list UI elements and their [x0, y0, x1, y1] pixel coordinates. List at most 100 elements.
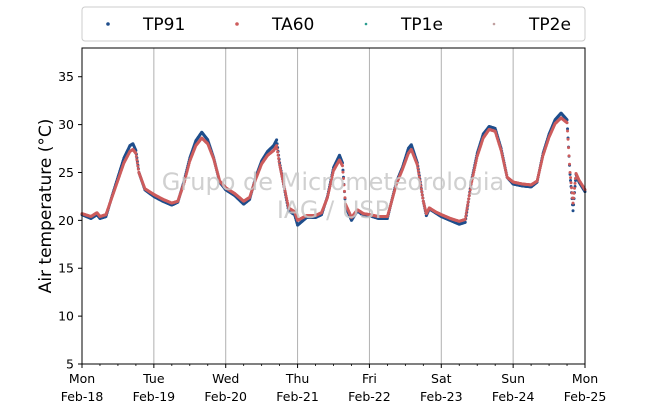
point-ta60	[418, 181, 422, 185]
point-ta60	[134, 155, 138, 159]
point-ta60	[474, 161, 478, 165]
point-ta60	[420, 190, 424, 194]
point-ta60	[473, 166, 477, 170]
point-ta60	[464, 214, 468, 218]
point-ta60	[505, 173, 509, 177]
point-ta60	[284, 192, 288, 196]
point-tp91	[574, 178, 578, 182]
legend-label-tp91: TP91	[142, 15, 185, 35]
point-ta60	[504, 169, 508, 173]
point-ta60	[472, 170, 476, 174]
legend-label-tp1e: TP1e	[400, 15, 443, 35]
point-ta60	[415, 163, 419, 167]
x-tick-label-day: Wed	[212, 371, 239, 386]
point-ta60	[330, 178, 333, 182]
point-ta60	[504, 171, 508, 175]
point-ta60	[275, 144, 279, 148]
x-tick-label-date: Feb-22	[348, 389, 391, 404]
point-ta60	[573, 181, 577, 185]
point-ta60	[330, 175, 334, 179]
point-ta60	[572, 196, 576, 200]
x-tick-label-date: Feb-21	[276, 389, 319, 404]
x-tick-label-date: Feb-18	[61, 389, 104, 404]
point-ta60	[467, 194, 471, 198]
point-ta60	[280, 175, 284, 179]
point-ta60	[136, 167, 140, 171]
point-ta60	[569, 176, 573, 180]
point-ta60	[572, 191, 576, 195]
point-ta60	[343, 196, 347, 200]
point-ta60	[135, 158, 139, 162]
x-tick-label-day: Fri	[362, 371, 377, 386]
point-ta60	[466, 200, 470, 204]
point-ta60	[416, 166, 420, 170]
legend-marker-tp2e	[492, 22, 496, 26]
y-tick-label: 20	[58, 213, 74, 228]
point-ta60	[465, 206, 469, 210]
point-ta60	[566, 137, 570, 141]
x-tick-label-day: Sat	[431, 371, 452, 386]
point-ta60	[569, 181, 573, 185]
point-ta60	[342, 189, 346, 193]
point-ta60	[466, 203, 470, 207]
point-ta60	[281, 177, 285, 181]
x-tick-label-date: Feb-19	[133, 389, 176, 404]
point-ta60	[340, 164, 344, 168]
point-ta60	[574, 176, 578, 180]
point-ta60	[342, 183, 346, 187]
point-ta60	[276, 153, 280, 157]
point-ta60	[277, 160, 281, 164]
y-tick-label: 10	[58, 309, 74, 324]
point-ta60	[566, 129, 570, 133]
point-ta60	[416, 169, 420, 173]
point-ta60	[279, 168, 283, 172]
point-ta60	[468, 188, 472, 192]
point-ta60	[134, 151, 138, 155]
point-ta60	[468, 191, 472, 195]
point-ta60	[282, 182, 286, 186]
point-ta60	[278, 163, 282, 167]
point-ta60	[275, 147, 279, 151]
point-ta60	[567, 154, 571, 158]
plot-frame	[81, 47, 586, 365]
x-tick-label-day: Tue	[142, 371, 165, 386]
point-ta60	[500, 153, 504, 157]
point-ta60	[465, 209, 469, 213]
point-ta60	[570, 186, 574, 190]
x-tick-label-day: Sun	[501, 371, 525, 386]
vertical-grid	[153, 48, 514, 364]
point-ta60	[418, 178, 422, 182]
y-axis-ticks: 5 10 15 20 25 30 35	[58, 69, 82, 372]
point-ta60	[285, 196, 289, 200]
point-ta60	[499, 148, 503, 152]
point-ta60	[341, 177, 345, 181]
point-ta60	[473, 163, 477, 167]
point-ta60	[472, 168, 476, 172]
point-ta60	[278, 165, 282, 169]
series-ta60	[80, 116, 587, 223]
point-ta60	[573, 186, 577, 190]
point-ta60	[282, 184, 286, 188]
point-tp91	[463, 220, 467, 224]
y-tick-label: 35	[58, 69, 74, 84]
point-ta60	[567, 146, 571, 150]
point-tp91	[566, 127, 570, 131]
watermark-line-1: Grupo de Micrometeorologia	[162, 168, 504, 196]
y-tick-label: 25	[58, 165, 74, 180]
point-ta60	[327, 189, 331, 193]
point-ta60	[500, 151, 504, 155]
point-tp91	[569, 178, 573, 182]
point-ta60	[467, 197, 471, 201]
point-ta60	[471, 175, 475, 179]
point-ta60	[463, 217, 467, 221]
legend-marker-ta60	[235, 22, 239, 26]
x-tick-label-date: Feb-25	[564, 389, 607, 404]
point-ta60	[474, 159, 478, 163]
point-ta60	[419, 187, 423, 191]
point-ta60	[285, 199, 289, 203]
x-axis-ticks: Mon Feb-18 Tue Feb-19 Wed Feb-20 Thu Feb-21 Fri F…	[61, 364, 607, 404]
point-ta60	[464, 212, 468, 215]
point-ta60	[329, 182, 333, 186]
legend-label-ta60: TA60	[271, 15, 314, 35]
point-ta60	[421, 196, 425, 200]
